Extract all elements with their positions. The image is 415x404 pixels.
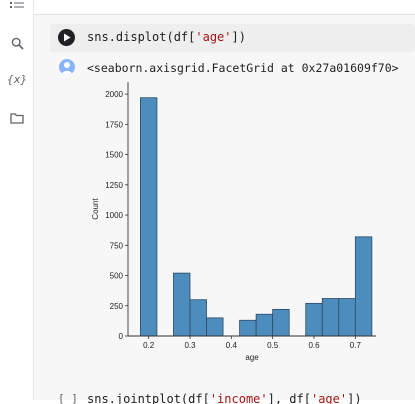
- y-tick-label: 1750: [105, 120, 123, 129]
- x-axis-label: age: [245, 353, 259, 362]
- next-code-cell[interactable]: [ ] sns.jointplot(df['income'], df['age'…: [50, 390, 415, 404]
- y-tick-label: 500: [110, 272, 124, 281]
- chart-svg: 0 250 500 750 1000 1250 1500 1750 2000 0.2 0.3 0.4 0…: [91, 82, 376, 362]
- code-editor-2[interactable]: sns.jointplot(df['income'], df['age']): [87, 392, 362, 404]
- histogram-chart: 0 250 500 750 1000 1250 1500 1750 2000 0.2 0.3 0.4 0…: [86, 76, 386, 366]
- play-icon: [63, 33, 70, 42]
- y-tick-label: 250: [110, 302, 124, 311]
- histogram-bar: [189, 299, 207, 337]
- code2-string1: 'income': [209, 392, 268, 404]
- y-tick-label: 0: [119, 332, 124, 341]
- x-tick-label: 0.3: [184, 341, 196, 350]
- y-tick-label: 1000: [105, 211, 123, 220]
- code2-prefix: sns.jointplot(df[: [87, 392, 210, 404]
- histogram-bar: [255, 313, 274, 337]
- code2-string2: 'age': [310, 392, 348, 404]
- x-tick-label: 0.6: [308, 341, 320, 350]
- y-tick-label: 1250: [105, 181, 123, 190]
- variables-label: {x}: [6, 72, 28, 86]
- code-string: 'age': [195, 30, 232, 44]
- x-tick-label: 0.7: [350, 341, 362, 350]
- code-prefix: sns.displot(df[: [87, 30, 196, 44]
- left-sidebar: {x}: [0, 0, 34, 400]
- histogram-bar: [338, 298, 356, 337]
- y-tick-label: 750: [110, 241, 124, 250]
- previous-cell-edge: [34, 0, 415, 15]
- y-tick-label: 1500: [105, 151, 123, 160]
- y-tick-label: 2000: [105, 90, 123, 99]
- histogram-bar: [140, 97, 158, 337]
- cell-bracket: [ ]: [58, 392, 78, 404]
- variables-icon[interactable]: {x}: [6, 68, 28, 90]
- x-tick-label: 0.5: [267, 341, 279, 350]
- folder-icon[interactable]: [6, 107, 28, 129]
- output-avatar-icon: [59, 59, 75, 75]
- code-cell[interactable]: [50, 24, 415, 52]
- histogram-bar: [354, 236, 373, 337]
- x-tick-label: 0.2: [143, 341, 155, 350]
- code2-suffix: ]): [347, 392, 362, 404]
- histogram-bar: [206, 317, 224, 337]
- code-suffix: ]): [231, 30, 246, 44]
- code-editor[interactable]: sns.displot(df['age']): [87, 29, 246, 45]
- histogram-bar: [321, 298, 340, 337]
- y-axis-label: Count: [91, 198, 100, 220]
- histogram-bar: [239, 319, 257, 337]
- histogram-bar: [305, 302, 323, 337]
- code2-mid: ], df[: [267, 392, 311, 404]
- histogram-bar: [272, 308, 290, 337]
- run-cell-button[interactable]: [58, 29, 75, 46]
- x-tick-label: 0.4: [226, 341, 238, 350]
- search-icon[interactable]: [6, 32, 28, 54]
- histogram-bar: [173, 272, 191, 337]
- menu-icon[interactable]: [6, 0, 28, 14]
- cell-output-text: <seaborn.axisgrid.FacetGrid at 0x27a0160…: [87, 61, 399, 75]
